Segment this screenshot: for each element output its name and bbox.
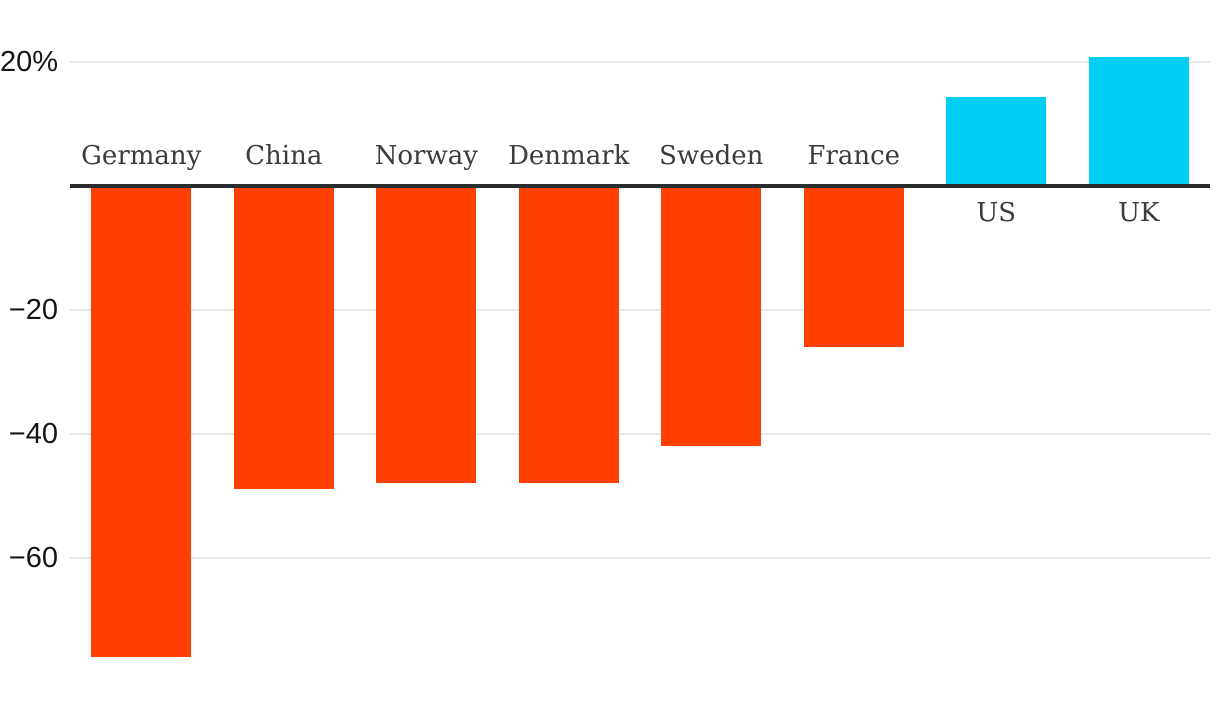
gridline--60 bbox=[70, 556, 1210, 559]
category-label-uk: UK bbox=[1118, 198, 1160, 228]
category-label-germany: Germany bbox=[81, 141, 202, 171]
bar-france bbox=[803, 185, 904, 347]
y-tick-label-20: 20% bbox=[0, 45, 59, 78]
bar-sweden bbox=[661, 185, 762, 446]
category-label-us: US bbox=[976, 198, 1017, 228]
category-label-denmark: Denmark bbox=[508, 141, 630, 171]
category-label-sweden: Sweden bbox=[659, 141, 764, 171]
bar-norway bbox=[376, 185, 477, 484]
y-tick-label--40: −40 bbox=[8, 417, 58, 450]
bar-us bbox=[946, 96, 1047, 186]
category-label-norway: Norway bbox=[374, 141, 478, 171]
zero-axis-line bbox=[70, 183, 1210, 188]
y-tick-label--60: −60 bbox=[8, 541, 58, 574]
bar-uk bbox=[1088, 57, 1189, 186]
gridline--40 bbox=[70, 432, 1210, 435]
category-label-france: France bbox=[807, 141, 901, 171]
gridline-20 bbox=[70, 60, 1210, 63]
bar-germany bbox=[91, 185, 192, 657]
y-tick-label--20: −20 bbox=[8, 293, 58, 326]
bar-denmark bbox=[518, 185, 619, 484]
bar-china bbox=[233, 185, 334, 490]
gridline--20 bbox=[70, 308, 1210, 311]
category-label-china: China bbox=[245, 141, 323, 171]
